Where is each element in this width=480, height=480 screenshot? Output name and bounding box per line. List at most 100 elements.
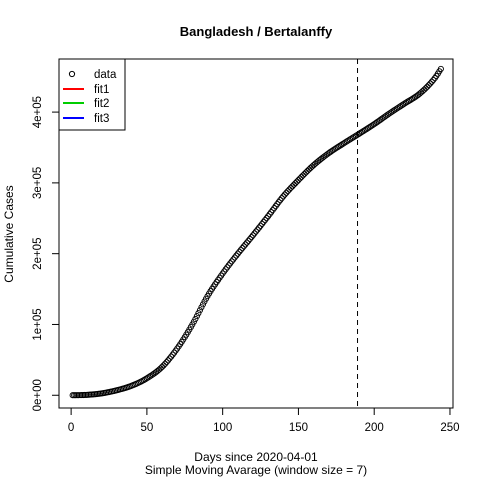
- data-point: [393, 105, 400, 112]
- data-point: [284, 188, 291, 195]
- data-point: [342, 139, 349, 146]
- data-point: [337, 142, 344, 149]
- data-point: [346, 136, 354, 143]
- data-point: [295, 176, 302, 184]
- data-series: [69, 65, 444, 399]
- data-point: [245, 237, 252, 244]
- data-point: [437, 65, 444, 72]
- data-point: [383, 112, 390, 119]
- data-point: [166, 355, 173, 362]
- data-point: [372, 120, 379, 127]
- x-tick-label: 200: [365, 422, 384, 434]
- data-point: [404, 98, 411, 105]
- data-point: [369, 122, 376, 129]
- y-axis-label: Cumulative Cases: [2, 185, 16, 282]
- data-point: [233, 252, 240, 259]
- data-point: [195, 310, 202, 317]
- data-point: [239, 245, 246, 252]
- data-point: [198, 304, 205, 311]
- data-point: [351, 133, 358, 140]
- y-tick-label: 4e+05: [32, 96, 44, 128]
- data-point: [160, 362, 167, 369]
- data-point: [290, 181, 297, 188]
- data-point: [343, 138, 350, 145]
- data-point: [227, 260, 234, 267]
- data-point: [428, 78, 435, 85]
- data-point: [143, 375, 150, 382]
- data-point: [340, 140, 347, 147]
- data-point: [246, 235, 253, 243]
- data-point: [262, 216, 269, 224]
- y-tick-label: 0e+00: [32, 379, 44, 411]
- y-tick-label: 1e+05: [32, 308, 44, 340]
- data-point: [259, 220, 266, 227]
- data-point: [263, 215, 270, 222]
- x-axis-label: Days since 2020-04-01: [194, 450, 318, 464]
- data-point: [355, 130, 363, 137]
- x-tick-label: 100: [213, 422, 232, 434]
- data-point: [251, 230, 258, 237]
- x-tick-label: 150: [289, 422, 308, 434]
- data-point: [392, 106, 399, 113]
- data-point: [371, 121, 378, 128]
- data-point: [345, 137, 352, 144]
- data-point: [168, 353, 175, 360]
- data-point: [425, 82, 432, 89]
- data-point: [292, 180, 299, 187]
- data-point: [237, 246, 244, 253]
- data-point: [158, 363, 166, 370]
- data-point: [228, 258, 235, 265]
- chart-title: Bangladesh / Bertalanffy: [180, 24, 333, 39]
- data-point: [260, 218, 267, 226]
- data-point: [289, 183, 296, 190]
- data-point: [248, 234, 255, 241]
- data-point: [348, 135, 355, 142]
- data-point: [349, 134, 357, 141]
- data-point: [275, 198, 282, 206]
- data-point: [298, 173, 305, 180]
- data-point: [402, 99, 410, 106]
- data-point: [396, 103, 404, 110]
- data-point: [430, 76, 437, 84]
- data-point: [362, 126, 369, 134]
- legend: data fit1 fit2 fit3: [58, 58, 126, 131]
- y-tick-label: 2e+05: [32, 238, 44, 270]
- data-point: [283, 189, 290, 196]
- data-point: [236, 248, 243, 255]
- data-point: [148, 372, 155, 379]
- data-point: [398, 102, 405, 109]
- data-point: [427, 80, 434, 87]
- data-point: [257, 222, 264, 229]
- data-point: [252, 228, 260, 235]
- data-point: [280, 193, 287, 200]
- data-point: [410, 95, 417, 102]
- data-point: [368, 123, 375, 130]
- data-point: [336, 143, 343, 150]
- data-point: [287, 184, 294, 191]
- data-point: [384, 111, 391, 118]
- data-point: [386, 110, 393, 117]
- data-point: [242, 241, 249, 248]
- data-point: [363, 125, 370, 133]
- data-point: [277, 197, 284, 204]
- data-point: [407, 96, 414, 103]
- data-point: [146, 373, 153, 380]
- data-point: [352, 132, 360, 139]
- legend-data-marker: [68, 70, 76, 78]
- data-point: [278, 195, 285, 202]
- data-point: [354, 131, 361, 138]
- data-point: [381, 113, 388, 120]
- x-axis: 0 50 100 150 200 250: [68, 407, 460, 434]
- data-point: [192, 315, 199, 323]
- data-point: [333, 144, 340, 152]
- x-tick-label: 250: [440, 422, 459, 434]
- data-point: [339, 141, 346, 148]
- data-point: [286, 186, 293, 193]
- data-point: [327, 149, 334, 156]
- data-point: [145, 374, 152, 381]
- data-point: [389, 108, 396, 115]
- data-point: [387, 109, 394, 116]
- data-point: [395, 104, 402, 111]
- data-point: [366, 124, 373, 131]
